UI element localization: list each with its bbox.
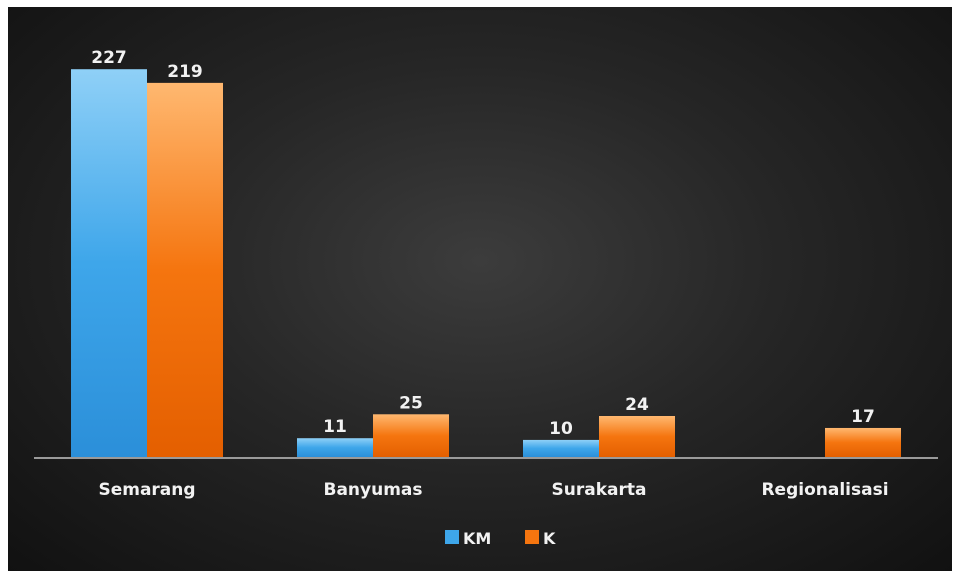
data-label-k-semarang: 219 <box>167 62 203 82</box>
legend-label-km: KM <box>463 529 491 548</box>
bars-layer <box>71 69 901 458</box>
legend-label-k: K <box>543 529 556 548</box>
bar-km-banyumas <box>297 438 373 457</box>
bar-k-banyumas <box>373 414 449 457</box>
bar-k-semarang <box>147 82 223 457</box>
category-label-semarang: Semarang <box>98 480 195 500</box>
data-label-k-regionalisasi: 17 <box>851 407 875 427</box>
category-label-surakarta: Surakarta <box>552 480 647 500</box>
data-label-k-banyumas: 25 <box>399 393 423 413</box>
data-label-km-banyumas: 11 <box>323 417 347 437</box>
legend: KM K <box>445 529 556 548</box>
bar-k-regionalisasi <box>825 427 901 457</box>
bar-chart: 227 219 Semarang 11 25 Banyumas 10 24 Surakarta 1… <box>34 48 938 548</box>
legend-swatch-km <box>445 530 459 544</box>
labels-layer: 227 219 Semarang 11 25 Banyumas 10 24 Surakarta 1… <box>91 48 888 500</box>
data-label-km-semarang: 227 <box>91 48 127 68</box>
category-label-regionalisasi: Regionalisasi <box>761 480 888 500</box>
bar-k-surakarta <box>599 416 675 457</box>
data-label-km-surakarta: 10 <box>549 419 573 439</box>
chart-container: 227 219 Semarang 11 25 Banyumas 10 24 Surakarta 1… <box>8 7 952 571</box>
data-label-k-surakarta: 24 <box>625 395 649 415</box>
legend-swatch-k <box>525 530 539 544</box>
bar-km-surakarta <box>523 439 599 457</box>
bar-km-semarang <box>71 69 147 458</box>
category-label-banyumas: Banyumas <box>323 480 422 500</box>
